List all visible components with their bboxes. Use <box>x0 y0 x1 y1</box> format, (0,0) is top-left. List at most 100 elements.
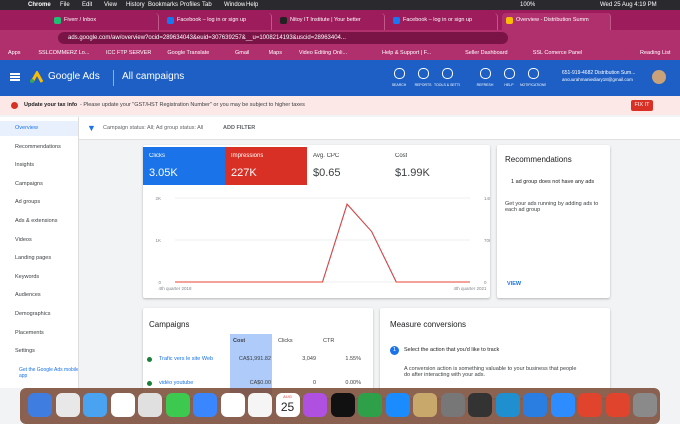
dock-icon[interactable] <box>28 393 52 417</box>
menu-item[interactable]: Help <box>246 2 259 8</box>
tool-icon[interactable] <box>480 68 491 79</box>
tool-icon[interactable] <box>394 68 405 79</box>
add-filter[interactable]: ADD FILTER <box>223 125 256 131</box>
column-header[interactable]: CTR <box>323 338 335 344</box>
bookmarks-bar: Reading List Apps SSLCOMMERZ Lo... ICC FTP… <box>0 46 680 60</box>
nav-item[interactable]: Ad groups <box>15 199 41 206</box>
column-header[interactable]: Clicks <box>278 338 293 344</box>
dock-icon[interactable] <box>110 393 135 417</box>
bookmark[interactable]: ICC FTP SERVER <box>106 50 152 56</box>
nav-item[interactable]: Videos <box>15 236 32 243</box>
y-tick-label: 0 <box>158 280 161 285</box>
browser-tab[interactable]: Facebook – log in or sign up <box>163 13 272 30</box>
nav-item[interactable]: Ads & extensions <box>15 218 58 224</box>
menu-icon[interactable] <box>10 73 20 75</box>
nav-item[interactable]: Keywords <box>15 273 40 280</box>
tab-title: Nitoy IT Institute | Your better <box>290 17 361 23</box>
bookmark[interactable]: Apps <box>8 50 21 56</box>
view-button[interactable]: VIEW <box>507 281 522 287</box>
reading-list[interactable]: Reading List <box>640 50 671 56</box>
dock-icon[interactable] <box>83 393 107 417</box>
campaigns-card: Campaigns Cost Clicks CTR Trafic vers le si… <box>143 308 373 398</box>
tool-icon[interactable] <box>504 68 515 79</box>
dock-icon[interactable] <box>550 393 575 417</box>
dock-icon[interactable] <box>248 393 272 417</box>
dock-icon[interactable] <box>578 393 602 417</box>
dock-icon[interactable] <box>55 393 80 417</box>
dock-icon[interactable]: AUG 25 <box>275 393 300 417</box>
bookmark[interactable]: Google Translate <box>167 50 210 56</box>
nav-item[interactable]: Demographics <box>15 311 51 317</box>
tool-icon[interactable] <box>528 68 539 79</box>
bookmark[interactable]: Maps <box>268 50 282 56</box>
tile-label: Impressions <box>231 153 264 159</box>
dock-icon[interactable] <box>495 393 520 417</box>
nav-item[interactable]: Placements <box>15 329 44 336</box>
filter-icon[interactable]: ▼ <box>87 123 96 133</box>
dock-icon[interactable] <box>413 393 437 417</box>
y2-tick-label: 140K <box>484 196 490 201</box>
dock-icon[interactable] <box>193 393 217 417</box>
card-title: Recommendations <box>505 155 572 164</box>
menu-item[interactable]: Edit <box>82 2 93 8</box>
dock-icon[interactable] <box>523 393 547 417</box>
alert-icon <box>11 102 18 109</box>
avatar[interactable] <box>652 70 666 84</box>
campaign-name[interactable]: vidéo youtube <box>159 380 194 386</box>
menu-item[interactable]: View <box>104 2 117 8</box>
bookmark[interactable]: Video Editing Onli... <box>298 50 348 56</box>
dock-icon[interactable] <box>303 393 327 417</box>
dock-icon[interactable] <box>468 393 492 417</box>
nav-item[interactable]: Audiences <box>15 292 41 299</box>
menu-item[interactable]: Window <box>224 2 246 8</box>
menu-item[interactable]: Bookmarks <box>148 2 179 8</box>
fix-button[interactable]: FIX IT <box>631 100 653 111</box>
bookmark[interactable]: SSLCOMMERZ Lo... <box>38 50 90 56</box>
dock-icon[interactable] <box>440 393 465 417</box>
tool-label: REPORTS <box>414 83 432 87</box>
address-bar[interactable]: ads.google.com/aw/overview?ocid=28963404… <box>58 32 508 44</box>
dock-icon[interactable] <box>138 393 162 417</box>
browser-tab[interactable]: Overview - Distribution Summ <box>502 13 611 30</box>
bookmark[interactable]: Seller Dashboard <box>465 50 508 56</box>
browser-tab[interactable]: Fiverr / Inbox <box>50 13 159 30</box>
bookmark[interactable]: Help & Support | F... <box>382 50 432 56</box>
tool-icon[interactable] <box>442 68 453 79</box>
menu-item[interactable]: File <box>60 2 70 8</box>
nav-item[interactable]: Settings <box>15 348 35 355</box>
column-header[interactable]: Cost <box>233 338 246 344</box>
nav-item[interactable]: Recommendations <box>15 143 61 150</box>
campaign-name[interactable]: Trafic vers le site Web <box>159 356 214 362</box>
cpc-tile[interactable]: Avg. CPC $0.65 <box>307 147 389 185</box>
dock-icon[interactable] <box>220 393 245 417</box>
sorted-column <box>230 334 272 398</box>
dock-icon[interactable] <box>330 393 355 417</box>
dock-icon[interactable] <box>633 393 657 417</box>
step-number: 1 <box>390 346 399 355</box>
nav-item[interactable]: Overview <box>0 121 78 136</box>
dock-icon[interactable] <box>605 393 630 417</box>
bookmark[interactable]: SSL Comerce Panel <box>532 50 583 56</box>
cell: 3,049 <box>302 356 316 362</box>
clicks-tile[interactable]: Clicks 3.05K <box>143 147 225 185</box>
dock-icon[interactable] <box>385 393 410 417</box>
browser-tab[interactable]: Nitoy IT Institute | Your better <box>276 13 385 30</box>
cost-tile[interactable]: Cost $1.99K <box>389 147 471 185</box>
tool-icon[interactable] <box>418 68 429 79</box>
bookmark[interactable]: Gmail <box>235 50 250 56</box>
impressions-tile[interactable]: Impressions 227K <box>225 147 307 185</box>
app-name: Chrome <box>28 2 51 8</box>
card-title: Measure conversions <box>390 320 467 329</box>
menu-item[interactable]: Tab <box>202 2 212 8</box>
dock-icon[interactable] <box>358 393 382 417</box>
dock-icon[interactable] <box>165 393 190 417</box>
mobile-app-link[interactable]: Get the Google Ads mobile app <box>19 367 79 379</box>
status-dot <box>147 357 152 362</box>
nav-item[interactable]: Insights <box>15 162 34 169</box>
nav-item[interactable]: Landing pages <box>15 255 52 262</box>
menu-item[interactable]: Profiles <box>180 2 201 8</box>
browser-tab[interactable]: Facebook – log in or sign up <box>389 13 498 30</box>
card-title: Campaigns <box>149 320 190 329</box>
menu-item[interactable]: History <box>126 2 145 8</box>
nav-item[interactable]: Campaigns <box>15 180 43 187</box>
